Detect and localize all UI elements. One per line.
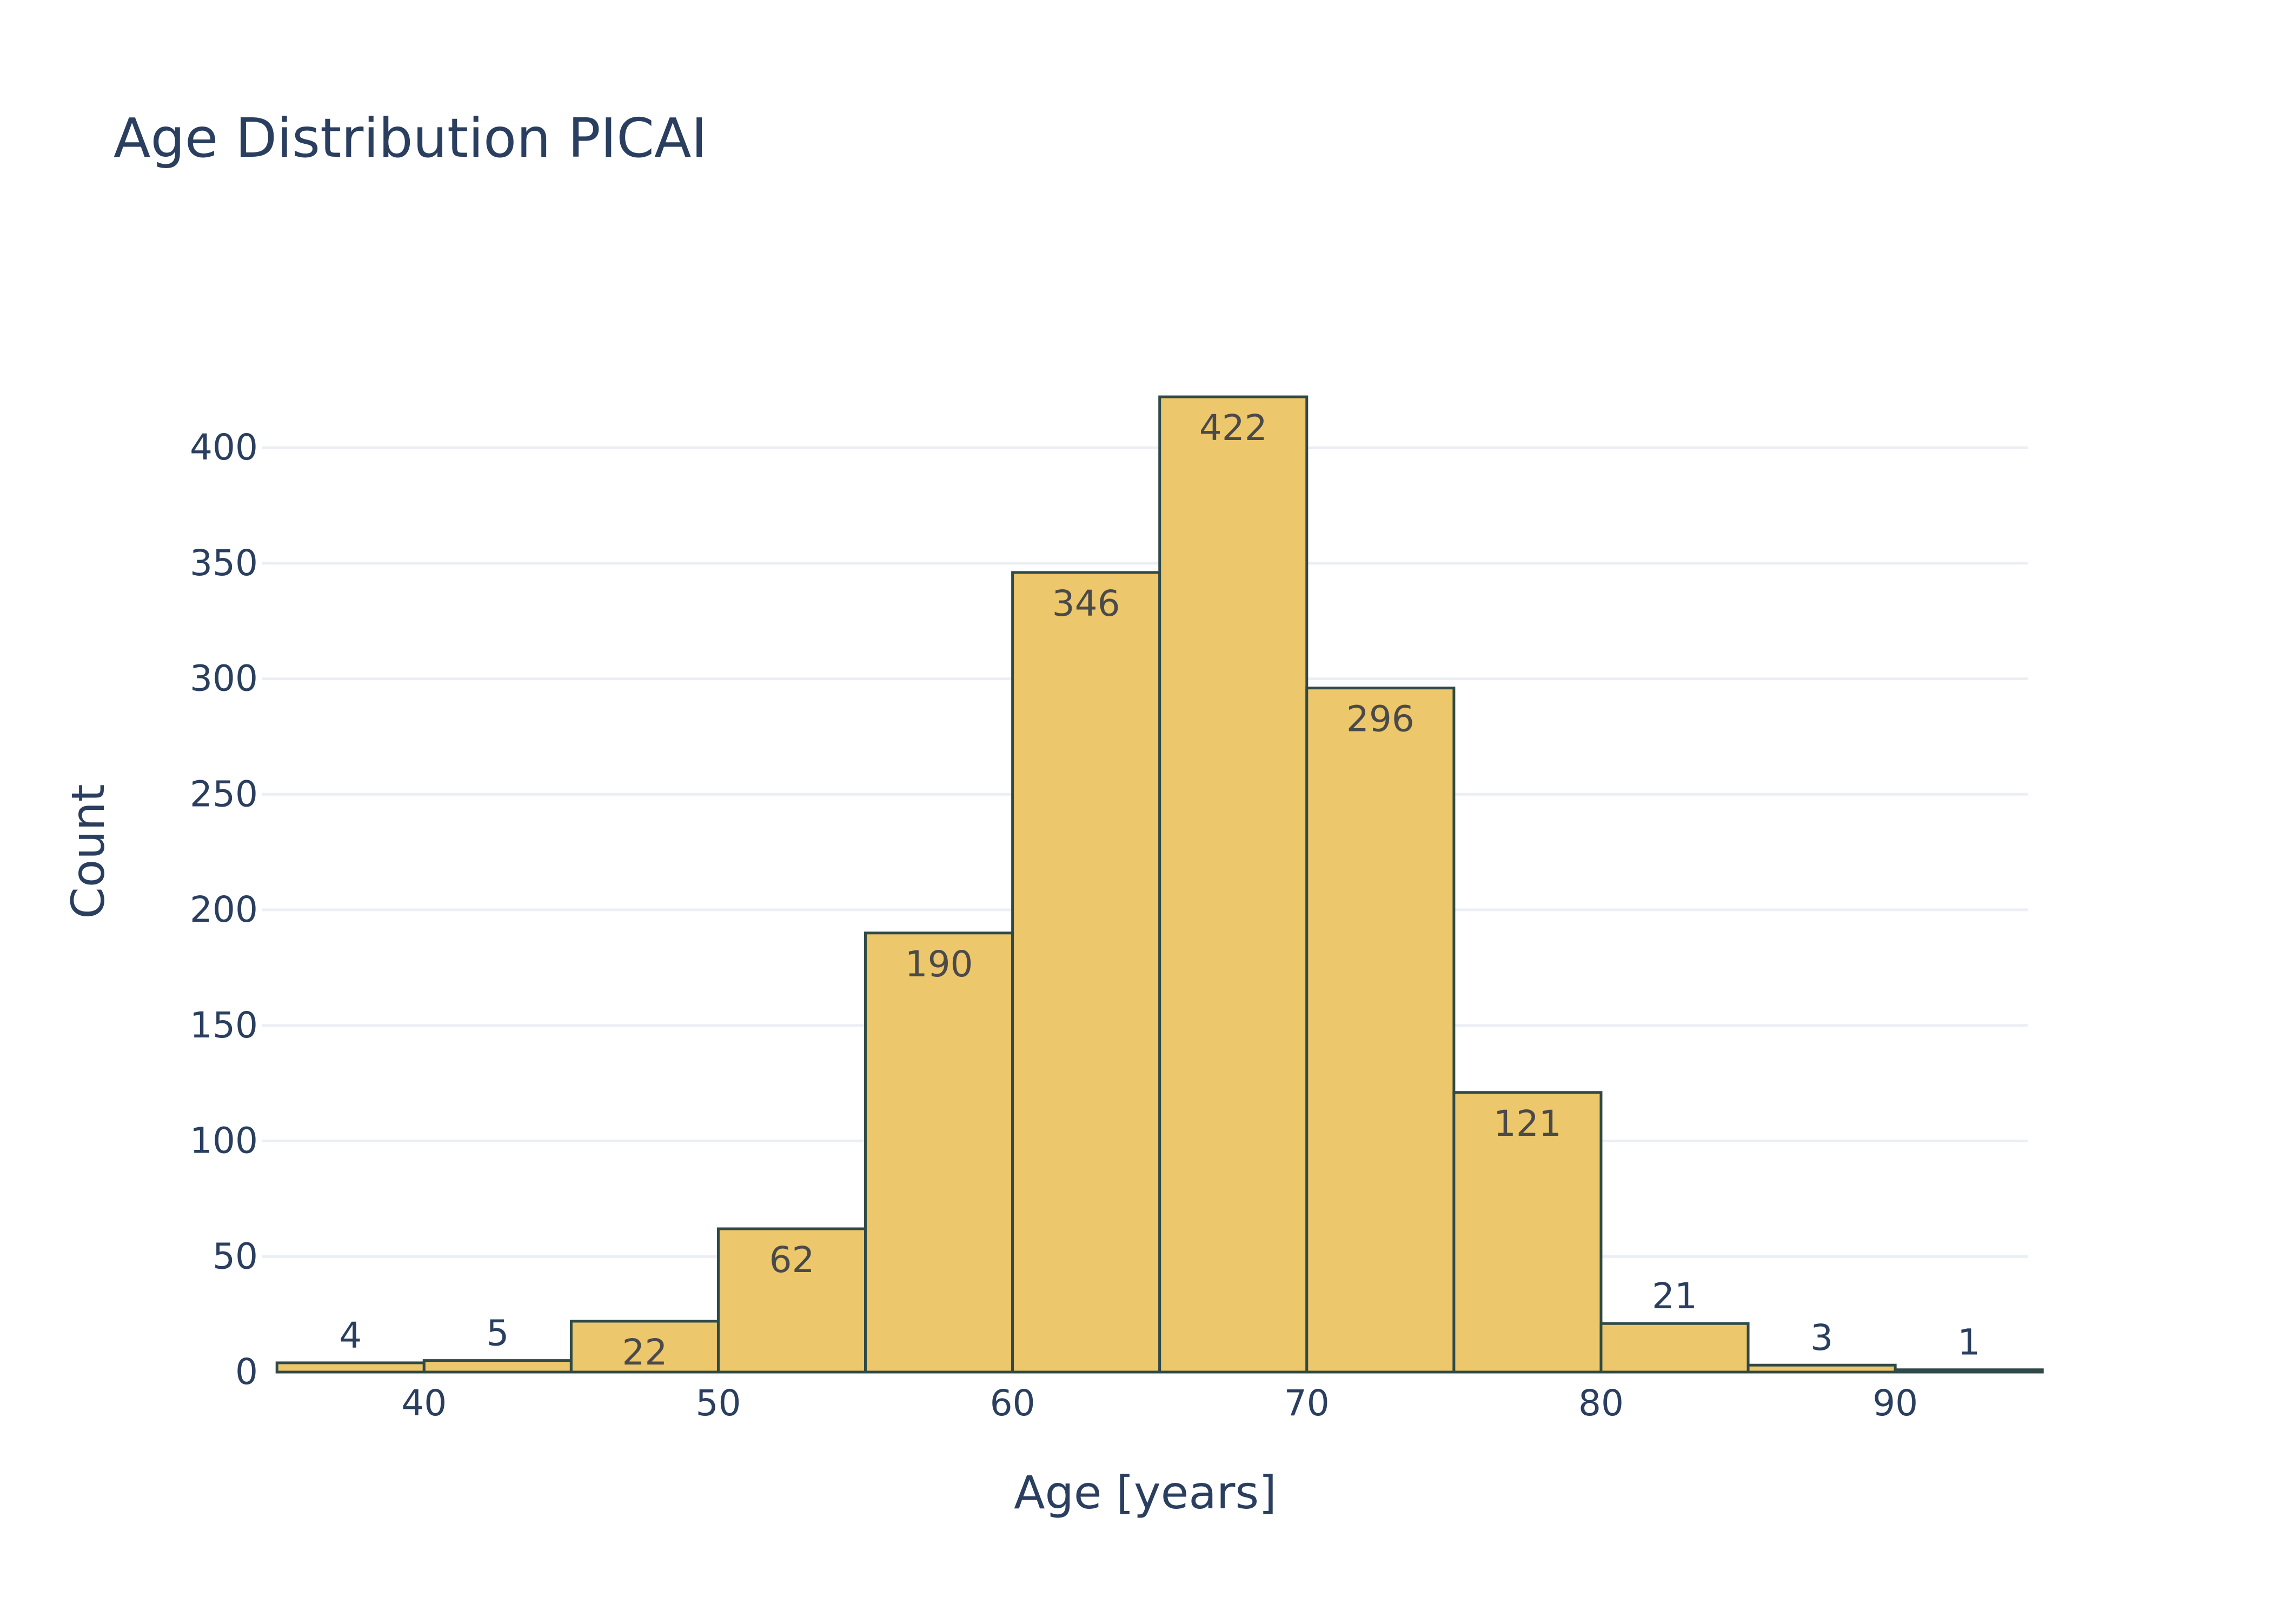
y-tick-label-350: 350 xyxy=(190,542,258,584)
x-tick-label-60: 60 xyxy=(990,1382,1035,1424)
bar-90-95 xyxy=(1894,1368,2044,1374)
bar-85-90 xyxy=(1747,1363,1897,1374)
y-tick-label-400: 400 xyxy=(190,427,258,468)
bar-60-65 xyxy=(1011,571,1161,1374)
data-label-70-75: 296 xyxy=(1346,698,1415,740)
y-tick-label-100: 100 xyxy=(190,1120,258,1162)
bar-50-55 xyxy=(716,1227,867,1374)
bar-40-45 xyxy=(422,1359,573,1374)
x-tick-label-70: 70 xyxy=(1284,1382,1330,1424)
y-tick-label-200: 200 xyxy=(190,889,258,930)
data-label-75-80: 121 xyxy=(1493,1103,1562,1144)
data-label-60-65: 346 xyxy=(1052,583,1120,624)
y-tick-label-0: 0 xyxy=(235,1351,258,1393)
x-axis-ticks: 40 50 60 70 80 90 xyxy=(401,1382,1918,1424)
data-label-85-90: 3 xyxy=(1810,1317,1833,1359)
y-tick-label-300: 300 xyxy=(190,658,258,700)
y-tick-label-150: 150 xyxy=(190,1004,258,1046)
chart-title: Age Distribution PICAI xyxy=(114,107,707,170)
y-axis-label: Count xyxy=(62,784,115,919)
data-label-65-70: 422 xyxy=(1199,407,1267,449)
bar-80-85 xyxy=(1599,1322,1750,1374)
x-tick-label-90: 90 xyxy=(1872,1382,1918,1424)
bar-65-70 xyxy=(1158,395,1309,1374)
data-labels: 4 5 22 62 190 346 422 296 121 21 3 1 xyxy=(339,407,1980,1373)
data-label-80-85: 21 xyxy=(1652,1275,1697,1317)
x-tick-label-40: 40 xyxy=(401,1382,447,1424)
bar-55-60 xyxy=(864,931,1014,1374)
bar-35-40 xyxy=(275,1361,426,1374)
x-tick-label-80: 80 xyxy=(1578,1382,1624,1424)
y-tick-label-50: 50 xyxy=(213,1235,258,1277)
data-label-40-45: 5 xyxy=(486,1313,509,1354)
bar-75-80 xyxy=(1452,1091,1603,1374)
bar-45-50 xyxy=(569,1320,720,1374)
bar-70-75 xyxy=(1305,687,1456,1374)
bars xyxy=(275,395,2044,1374)
data-label-55-60: 190 xyxy=(905,943,973,985)
data-label-50-55: 62 xyxy=(769,1239,815,1281)
y-axis-ticks: 0 50 100 150 200 250 300 350 400 xyxy=(190,427,258,1393)
x-tick-label-50: 50 xyxy=(695,1382,741,1424)
y-tick-label-250: 250 xyxy=(190,773,258,815)
data-label-35-40: 4 xyxy=(339,1315,362,1356)
x-axis-label: Age [years] xyxy=(1014,1466,1277,1519)
data-label-90-95: 1 xyxy=(1957,1322,1980,1363)
data-label-45-50: 22 xyxy=(622,1332,667,1373)
